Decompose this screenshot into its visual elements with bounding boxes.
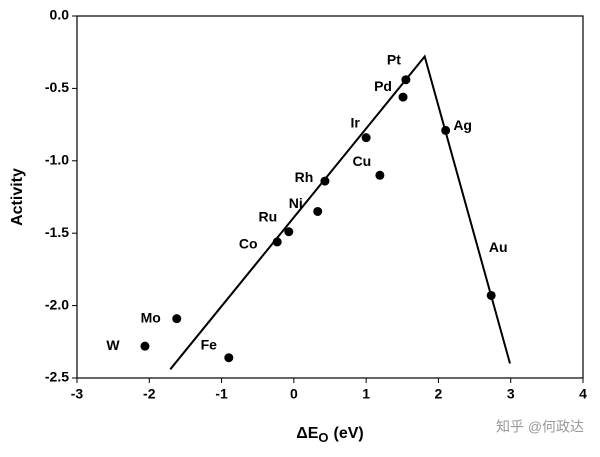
data-point (172, 314, 182, 324)
y-tick-label: -1.0 (45, 152, 69, 168)
point-label: Ag (453, 117, 472, 133)
point-label: Co (239, 236, 258, 252)
data-point (375, 170, 385, 180)
data-point (224, 353, 234, 363)
point-label: Mo (141, 309, 161, 325)
x-axis-label-main: ΔE (296, 425, 319, 442)
data-point (441, 125, 451, 135)
point-label: Au (489, 239, 508, 255)
x-axis-label-sub: O (318, 430, 328, 445)
data-point (313, 206, 323, 216)
point-label: Cu (353, 153, 372, 169)
watermark: 知乎 @何政达 (496, 419, 584, 435)
point-label: Pd (374, 78, 392, 94)
y-axis-label: Activity (9, 168, 26, 226)
data-point (486, 290, 496, 300)
point-label: Ru (258, 208, 277, 224)
y-tick-label: -2.5 (45, 369, 69, 385)
x-tick-label: 4 (579, 386, 587, 402)
point-label: Ir (350, 114, 360, 130)
x-tick-label: -2 (143, 386, 156, 402)
x-tick-label: 2 (435, 386, 443, 402)
data-point (272, 237, 282, 247)
data-point (140, 341, 150, 351)
plot-frame (76, 15, 584, 379)
point-label: Pt (387, 51, 401, 67)
x-tick-label: 1 (362, 386, 370, 402)
data-point (320, 176, 330, 186)
data-point (401, 75, 411, 85)
x-tick-label: 0 (290, 386, 298, 402)
y-tick-label: -2.0 (45, 296, 69, 312)
y-tick-label: 0.0 (50, 7, 70, 23)
x-tick-label: -1 (215, 386, 228, 402)
point-label: Rh (295, 169, 314, 185)
y-tick-label: -0.5 (45, 79, 69, 95)
data-point (361, 133, 371, 143)
y-tick-label: -1.5 (45, 224, 69, 240)
x-tick-label: -3 (71, 386, 84, 402)
volcano-line (169, 54, 511, 370)
x-axis-label: ΔEO (eV) (296, 425, 364, 445)
point-label: Fe (201, 336, 218, 352)
data-point (284, 227, 294, 237)
x-tick-label: 3 (507, 386, 515, 402)
data-point (398, 92, 408, 102)
point-label: Ni (289, 195, 303, 211)
x-axis-label-unit: (eV) (334, 425, 364, 442)
point-label: W (106, 337, 120, 353)
